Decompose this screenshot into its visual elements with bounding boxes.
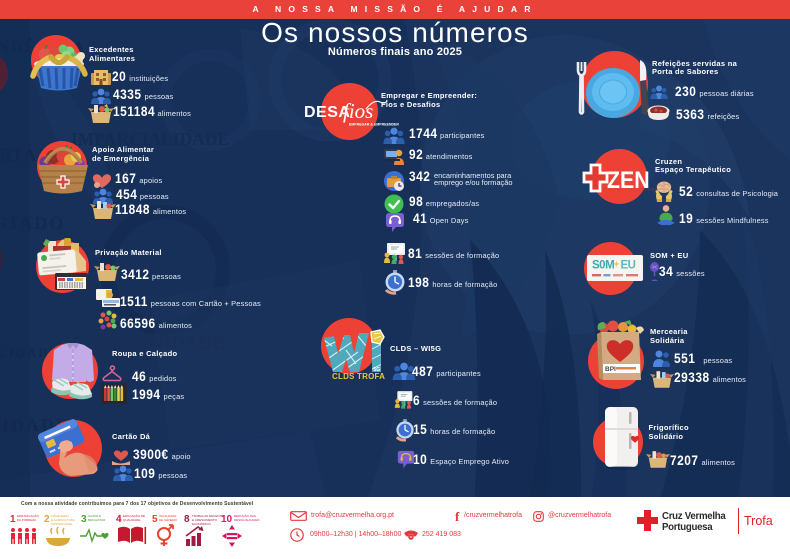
svg-text:E CRESCIMENTO: E CRESCIMENTO bbox=[192, 518, 218, 522]
svg-text:BPI: BPI bbox=[605, 366, 616, 373]
svg-text:TRABALHO DECENTE: TRABALHO DECENTE bbox=[192, 514, 223, 518]
svg-text:4: 4 bbox=[116, 514, 122, 525]
svg-text:2: 2 bbox=[44, 514, 50, 525]
svg-text:ECONÓMICO: ECONÓMICO bbox=[192, 521, 212, 526]
svg-text:SAÚDE E: SAÚDE E bbox=[88, 513, 101, 518]
svg-text:REDUÇÃO DAS: REDUÇÃO DAS bbox=[234, 513, 256, 518]
svg-text:DESIGUALDADES: DESIGUALDADES bbox=[234, 518, 260, 522]
svg-text:ERRADICAÇÃO: ERRADICAÇÃO bbox=[17, 513, 40, 518]
svg-text:10: 10 bbox=[221, 514, 233, 525]
svg-text:ESPAÇO TERAPÊUTICO: ESPAÇO TERAPÊUTICO bbox=[609, 187, 658, 192]
svg-text:DE GÉNERO: DE GÉNERO bbox=[159, 517, 178, 522]
svg-text:QUALIDADE: QUALIDADE bbox=[123, 518, 140, 522]
svg-text:3: 3 bbox=[81, 514, 87, 525]
svg-text:5G: 5G bbox=[374, 367, 381, 373]
svg-text:EU: EU bbox=[621, 260, 636, 272]
svg-text:8: 8 bbox=[184, 514, 190, 525]
svg-text:BEM-ESTAR: BEM-ESTAR bbox=[88, 518, 106, 522]
svg-text:DA POBREZA: DA POBREZA bbox=[17, 518, 36, 522]
svg-text:1: 1 bbox=[10, 514, 16, 525]
svg-text:FOME ZERO: FOME ZERO bbox=[51, 514, 69, 518]
svg-text:S0M: S0M bbox=[592, 260, 614, 272]
svg-text:E AGRICULTURA: E AGRICULTURA bbox=[51, 518, 75, 522]
svg-text:IGUALDADE: IGUALDADE bbox=[159, 514, 176, 518]
svg-text:SUSTENTÁVEL: SUSTENTÁVEL bbox=[51, 522, 73, 526]
svg-text:EDUCAÇÃO DE: EDUCAÇÃO DE bbox=[123, 513, 145, 518]
svg-text:EMPREGAR & EMPREENDER: EMPREGAR & EMPREENDER bbox=[349, 123, 399, 127]
svg-text:+: + bbox=[614, 260, 620, 271]
svg-text:5: 5 bbox=[152, 514, 158, 525]
